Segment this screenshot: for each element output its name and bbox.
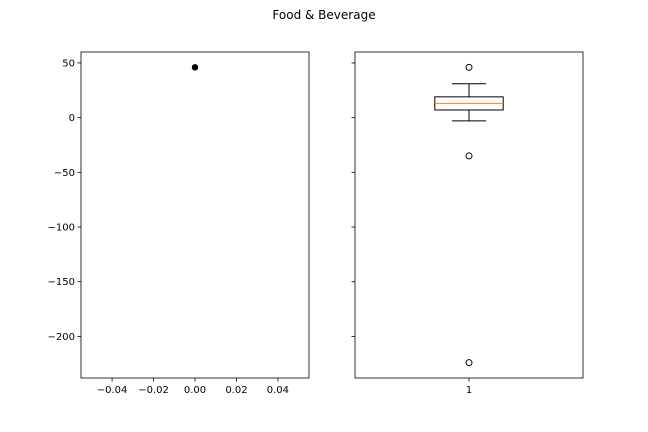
flier-point <box>465 152 473 160</box>
scatter-point <box>191 64 199 71</box>
flier-point <box>465 63 473 71</box>
y-tick-label: −150 <box>48 277 75 288</box>
x-tick-label: 0.02 <box>225 385 247 396</box>
scatter-panel: 50 0 −50 −100 −150 −200 −0.04 −0.02 0.00 0.02 0.04 <box>48 51 310 396</box>
left-axis-ticks: 50 0 −50 −100 −150 −200 −0.04 −0.02 0.00 0.02 0.04 <box>48 58 290 396</box>
figure-title: Food & Beverage <box>272 8 375 22</box>
boxplot-panel: 1 <box>351 51 584 396</box>
y-tick-label: 0 <box>69 113 75 124</box>
y-tick-label: 50 <box>62 58 75 69</box>
boxplot-marks <box>434 63 504 367</box>
flier-point <box>465 359 473 367</box>
x-tick-label: −0.04 <box>97 385 128 396</box>
scatter-points <box>191 64 199 71</box>
x-tick-label: 1 <box>466 385 472 396</box>
x-tick-label: −0.02 <box>138 385 169 396</box>
boxplot-axes-frame <box>354 51 584 379</box>
right-axis-ticks: 1 <box>351 62 472 396</box>
y-tick-label: −100 <box>48 223 75 234</box>
x-tick-label: 0.00 <box>184 385 206 396</box>
scatter-axes-frame <box>80 51 310 379</box>
y-tick-label: −200 <box>48 332 75 343</box>
x-tick-label: 0.04 <box>267 385 289 396</box>
y-tick-label: −50 <box>54 168 75 179</box>
